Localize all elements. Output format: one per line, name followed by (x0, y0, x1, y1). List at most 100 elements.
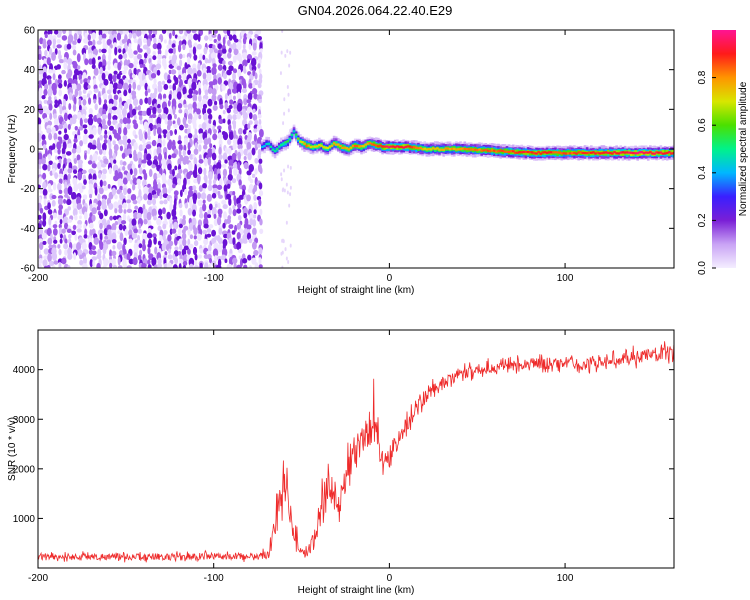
noise-cell (104, 129, 108, 136)
noise-cell (133, 38, 139, 44)
spectrogram-xtick-label: -200 (28, 273, 48, 284)
noise-cell (58, 173, 64, 178)
signal-cell (478, 148, 481, 151)
noise-cell (113, 62, 119, 69)
noise-cell (192, 46, 197, 56)
noise-cell (182, 86, 187, 96)
noise-cell (242, 128, 247, 135)
noise-cell (217, 208, 223, 216)
noise-cell (216, 264, 222, 268)
signal-cell (288, 138, 292, 141)
noise-cell (71, 147, 77, 154)
noise-cell (47, 87, 53, 97)
signal-cell (514, 151, 517, 154)
noise-cell (126, 123, 131, 130)
noise-cell (133, 122, 139, 130)
noise-cell (112, 152, 116, 161)
signal-cell (313, 145, 317, 148)
noise-cell (52, 73, 56, 81)
signal-cell (522, 150, 526, 154)
noise-cell (99, 78, 103, 84)
noise-cell (91, 54, 97, 59)
noise-cell (198, 154, 202, 161)
noise-cell (211, 94, 217, 102)
noise-cell (252, 42, 257, 51)
noise-cell (206, 250, 212, 255)
noise-cell (229, 99, 234, 105)
noise-cell (99, 241, 104, 251)
signal-cell (490, 149, 494, 152)
noise-cell (130, 194, 137, 202)
noise-cell (82, 194, 88, 200)
noise-cell (54, 48, 58, 55)
noise-cell (182, 35, 187, 41)
noise-cell (197, 101, 203, 110)
noise-cell (152, 106, 157, 115)
noise-cell (42, 212, 47, 222)
noise-cell (252, 108, 256, 114)
noise-cell (48, 69, 53, 74)
noise-cell (146, 232, 153, 239)
noise-cell (168, 248, 172, 254)
noise-cell (128, 32, 133, 39)
noise-cell (59, 219, 63, 225)
snr-xlabel: Height of straight line (km) (298, 585, 415, 596)
signal-cell (273, 150, 277, 153)
noise-cell (128, 52, 134, 59)
noise-cell (139, 98, 143, 106)
signal-cell (638, 151, 642, 154)
noise-cell (147, 192, 153, 202)
signal-cell (568, 152, 572, 155)
noise-cell (38, 159, 42, 165)
noise-cell (236, 232, 241, 240)
noise-cell (114, 194, 118, 200)
noise-cell (173, 123, 178, 129)
signal-cell (368, 142, 372, 145)
noise-cell (256, 143, 261, 148)
noise-cell (166, 211, 171, 220)
noise-cell (91, 64, 96, 70)
noise-cell (282, 187, 285, 192)
noise-cell (182, 254, 189, 263)
noise-cell (152, 124, 158, 131)
noise-cell (111, 232, 117, 241)
noise-cell (202, 144, 208, 150)
noise-cell (39, 207, 44, 214)
noise-cell (147, 247, 151, 255)
noise-cell (109, 262, 113, 268)
noise-cell (148, 117, 154, 124)
noise-cell (152, 43, 158, 50)
noise-cell (76, 53, 81, 63)
noise-cell (187, 33, 193, 41)
noise-cell (203, 46, 208, 55)
noise-cell (233, 197, 237, 207)
noise-cell (133, 60, 139, 65)
noise-cell (82, 94, 87, 100)
noise-cell (281, 30, 284, 33)
noise-cell (74, 88, 79, 98)
noise-cell (163, 107, 169, 115)
noise-cell (92, 48, 99, 56)
noise-cell (248, 82, 253, 89)
noise-cell (233, 48, 239, 56)
noise-cell (112, 87, 117, 95)
noise-cell (78, 90, 82, 97)
noise-cell (169, 202, 173, 212)
noise-cell (38, 152, 43, 161)
signal-cell (554, 151, 557, 154)
noise-cell (126, 265, 132, 268)
noise-cell (169, 197, 173, 204)
noise-cell (84, 32, 89, 40)
noise-cell (168, 218, 173, 225)
noise-cell (133, 67, 137, 76)
noise-cell (51, 126, 56, 135)
noise-cell (177, 140, 182, 145)
noise-cell (158, 208, 163, 216)
noise-cell (210, 52, 217, 60)
noise-cell (157, 107, 162, 114)
noise-cell (73, 32, 78, 42)
noise-cell (38, 53, 42, 61)
noise-cell (96, 141, 102, 151)
noise-cell (171, 43, 176, 49)
noise-cell (246, 194, 251, 202)
